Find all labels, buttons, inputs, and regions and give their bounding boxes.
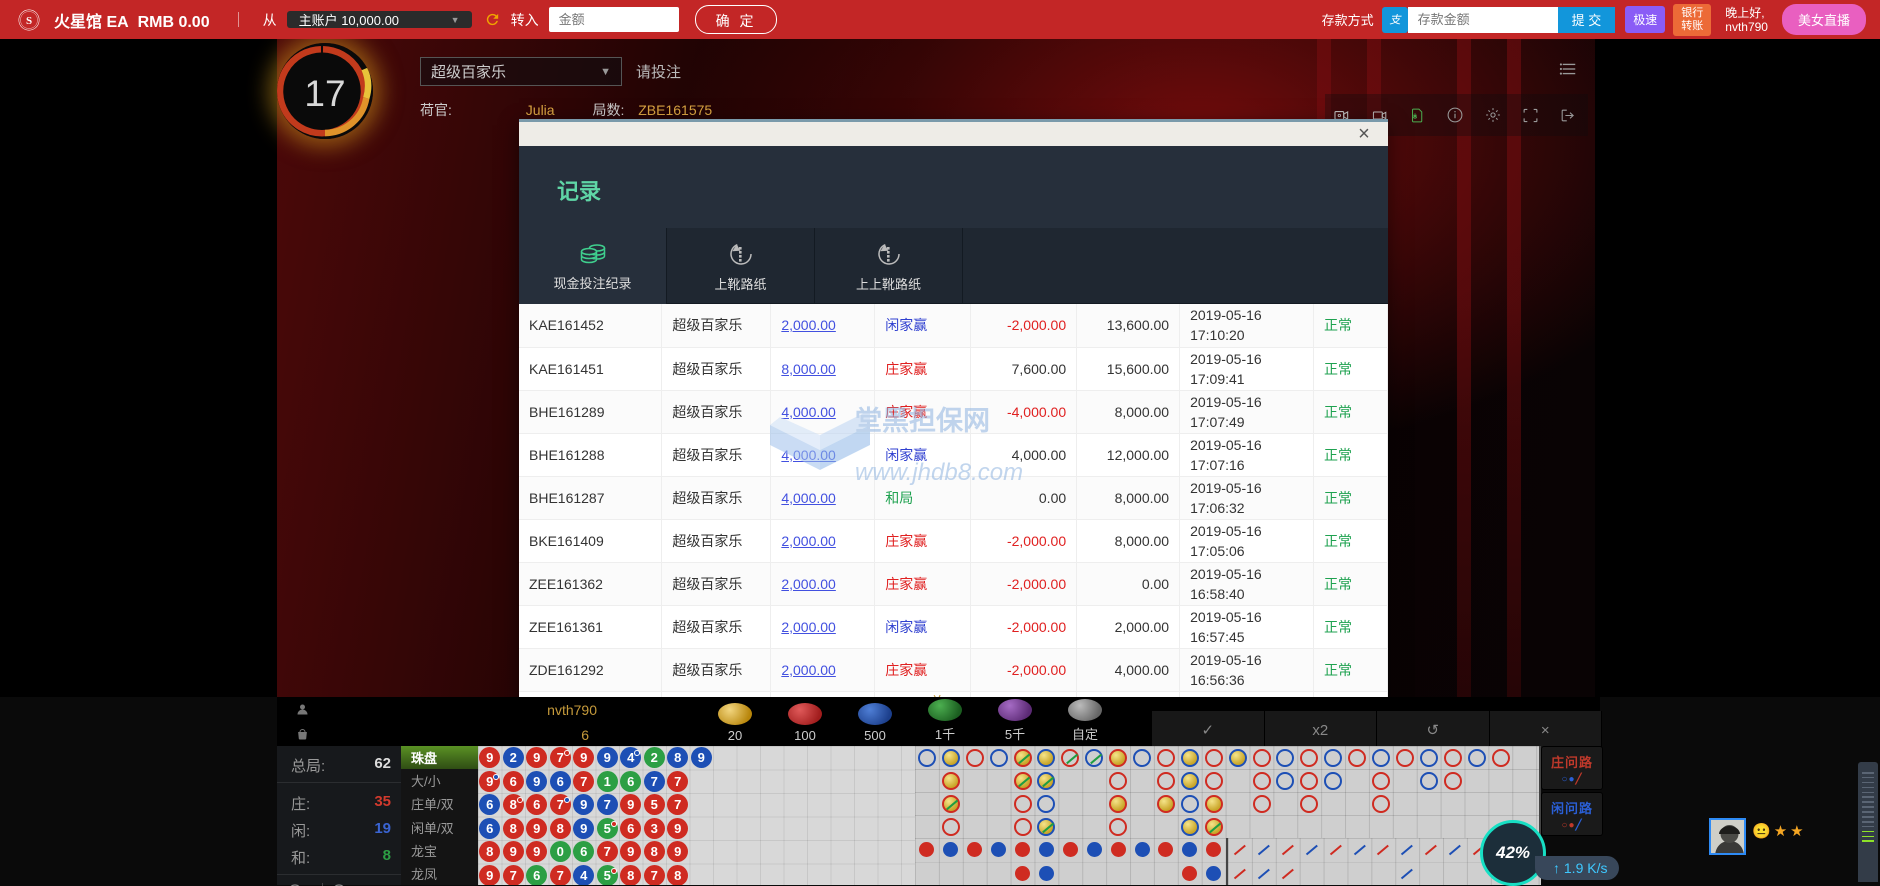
svg-text:S: S (26, 14, 32, 26)
svg-text:17: 17 (304, 73, 345, 114)
svg-text:支: 支 (1389, 13, 1402, 26)
